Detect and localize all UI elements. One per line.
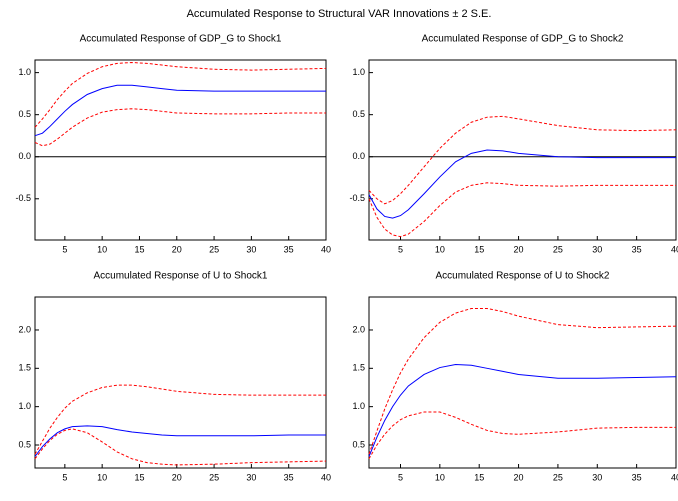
panel-title: Accumulated Response of U to Shock1 [94,271,268,282]
x-tick-label: 15 [474,244,484,254]
panel-title: Accumulated Response of GDP_G to Shock1 [80,34,282,45]
panel-title: Accumulated Response of U to Shock2 [436,271,610,282]
x-tick-label: 15 [134,244,144,254]
x-tick-label: 20 [514,472,524,482]
x-tick-label: 30 [592,472,602,482]
y-tick-label: -0.5 [15,193,31,203]
plot-frame [368,296,677,469]
x-tick-label: 20 [172,472,182,482]
x-tick-label: 10 [435,244,445,254]
y-tick-label: 2.0 [18,324,31,334]
x-tick-label: 15 [134,472,144,482]
x-tick-label: 35 [284,472,294,482]
y-tick-label: 0.5 [352,439,365,449]
x-tick-label: 20 [172,244,182,254]
x-tick-label: 25 [553,472,563,482]
response-line [34,84,326,137]
y-tick-label: 1.5 [352,363,365,373]
x-tick-label: 40 [671,244,678,254]
y-tick-label: -0.5 [349,193,365,203]
x-tick-label: 35 [632,244,642,254]
x-tick-label: 5 [398,244,403,254]
response-line [368,115,677,205]
x-tick-label: 20 [514,244,524,254]
y-tick-label: 0.0 [18,151,31,161]
response-line [368,308,677,455]
response-line [368,363,677,457]
x-tick-label: 25 [553,244,563,254]
x-tick-label: 10 [435,472,445,482]
plot-frame [368,59,677,241]
x-tick-label: 5 [62,472,67,482]
x-tick-label: 40 [321,244,331,254]
x-tick-label: 10 [97,472,107,482]
y-tick-label: 0.5 [18,109,31,119]
panel-title: Accumulated Response of GDP_G to Shock2 [422,34,624,45]
y-tick-label: 1.0 [18,401,31,411]
response-line [34,425,326,457]
response-line [368,411,676,460]
x-tick-label: 35 [632,472,642,482]
figure-title: Accumulated Response to Structural VAR I… [187,8,492,20]
x-tick-label: 30 [246,472,256,482]
y-tick-label: 0.0 [352,151,365,161]
x-tick-label: 25 [209,244,219,254]
y-tick-label: 0.5 [352,109,365,119]
x-tick-label: 5 [62,244,67,254]
x-tick-label: 10 [97,244,107,254]
y-tick-label: 1.0 [18,67,31,77]
x-tick-label: 30 [592,244,602,254]
response-line [368,182,676,238]
x-tick-label: 35 [284,244,294,254]
response-line [34,384,326,455]
plot-frame [34,59,327,241]
plot-frame [34,296,327,469]
y-tick-label: 1.5 [18,363,31,373]
response-line [34,428,327,466]
response-line [34,108,326,147]
x-tick-label: 40 [671,472,678,482]
y-tick-label: 1.0 [352,67,365,77]
response-line [34,62,327,128]
response-line [368,149,676,219]
x-tick-label: 15 [474,472,484,482]
x-tick-label: 30 [246,244,256,254]
x-tick-label: 40 [321,472,331,482]
y-tick-label: 0.5 [18,439,31,449]
y-tick-label: 2.0 [352,324,365,334]
x-tick-label: 5 [398,472,403,482]
x-tick-label: 25 [209,472,219,482]
y-tick-label: 1.0 [352,401,365,411]
